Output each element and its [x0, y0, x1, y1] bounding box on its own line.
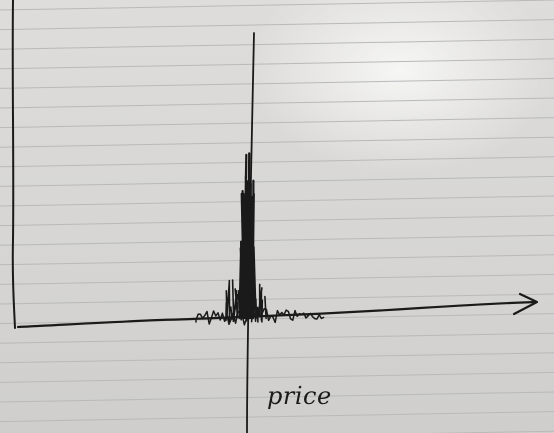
- ruled-line: [0, 39, 554, 49]
- ruled-line: [0, 196, 554, 206]
- x-axis-label: price: [267, 382, 332, 410]
- ruled-line: [0, 98, 554, 108]
- ruled-line: [0, 255, 554, 265]
- ruled-line: [0, 20, 554, 30]
- ruled-line: [0, 176, 554, 186]
- x-axis-arrow-icon: [514, 294, 537, 314]
- ruled-line: [0, 294, 554, 304]
- ruled-line: [0, 157, 554, 167]
- ruled-line: [0, 59, 554, 69]
- ruled-line: [0, 0, 554, 10]
- ruled-line: [0, 274, 554, 284]
- ruled-line: [0, 372, 554, 382]
- ruled-line: [0, 118, 554, 128]
- ruled-line: [0, 333, 554, 343]
- ruled-line: [0, 137, 554, 147]
- ruled-line: [0, 235, 554, 245]
- distribution-spike-scribble: [226, 153, 266, 322]
- ruled-line: [0, 353, 554, 363]
- ruled-line: [0, 216, 554, 226]
- ruled-line: [0, 412, 554, 422]
- ruled-line: [0, 78, 554, 88]
